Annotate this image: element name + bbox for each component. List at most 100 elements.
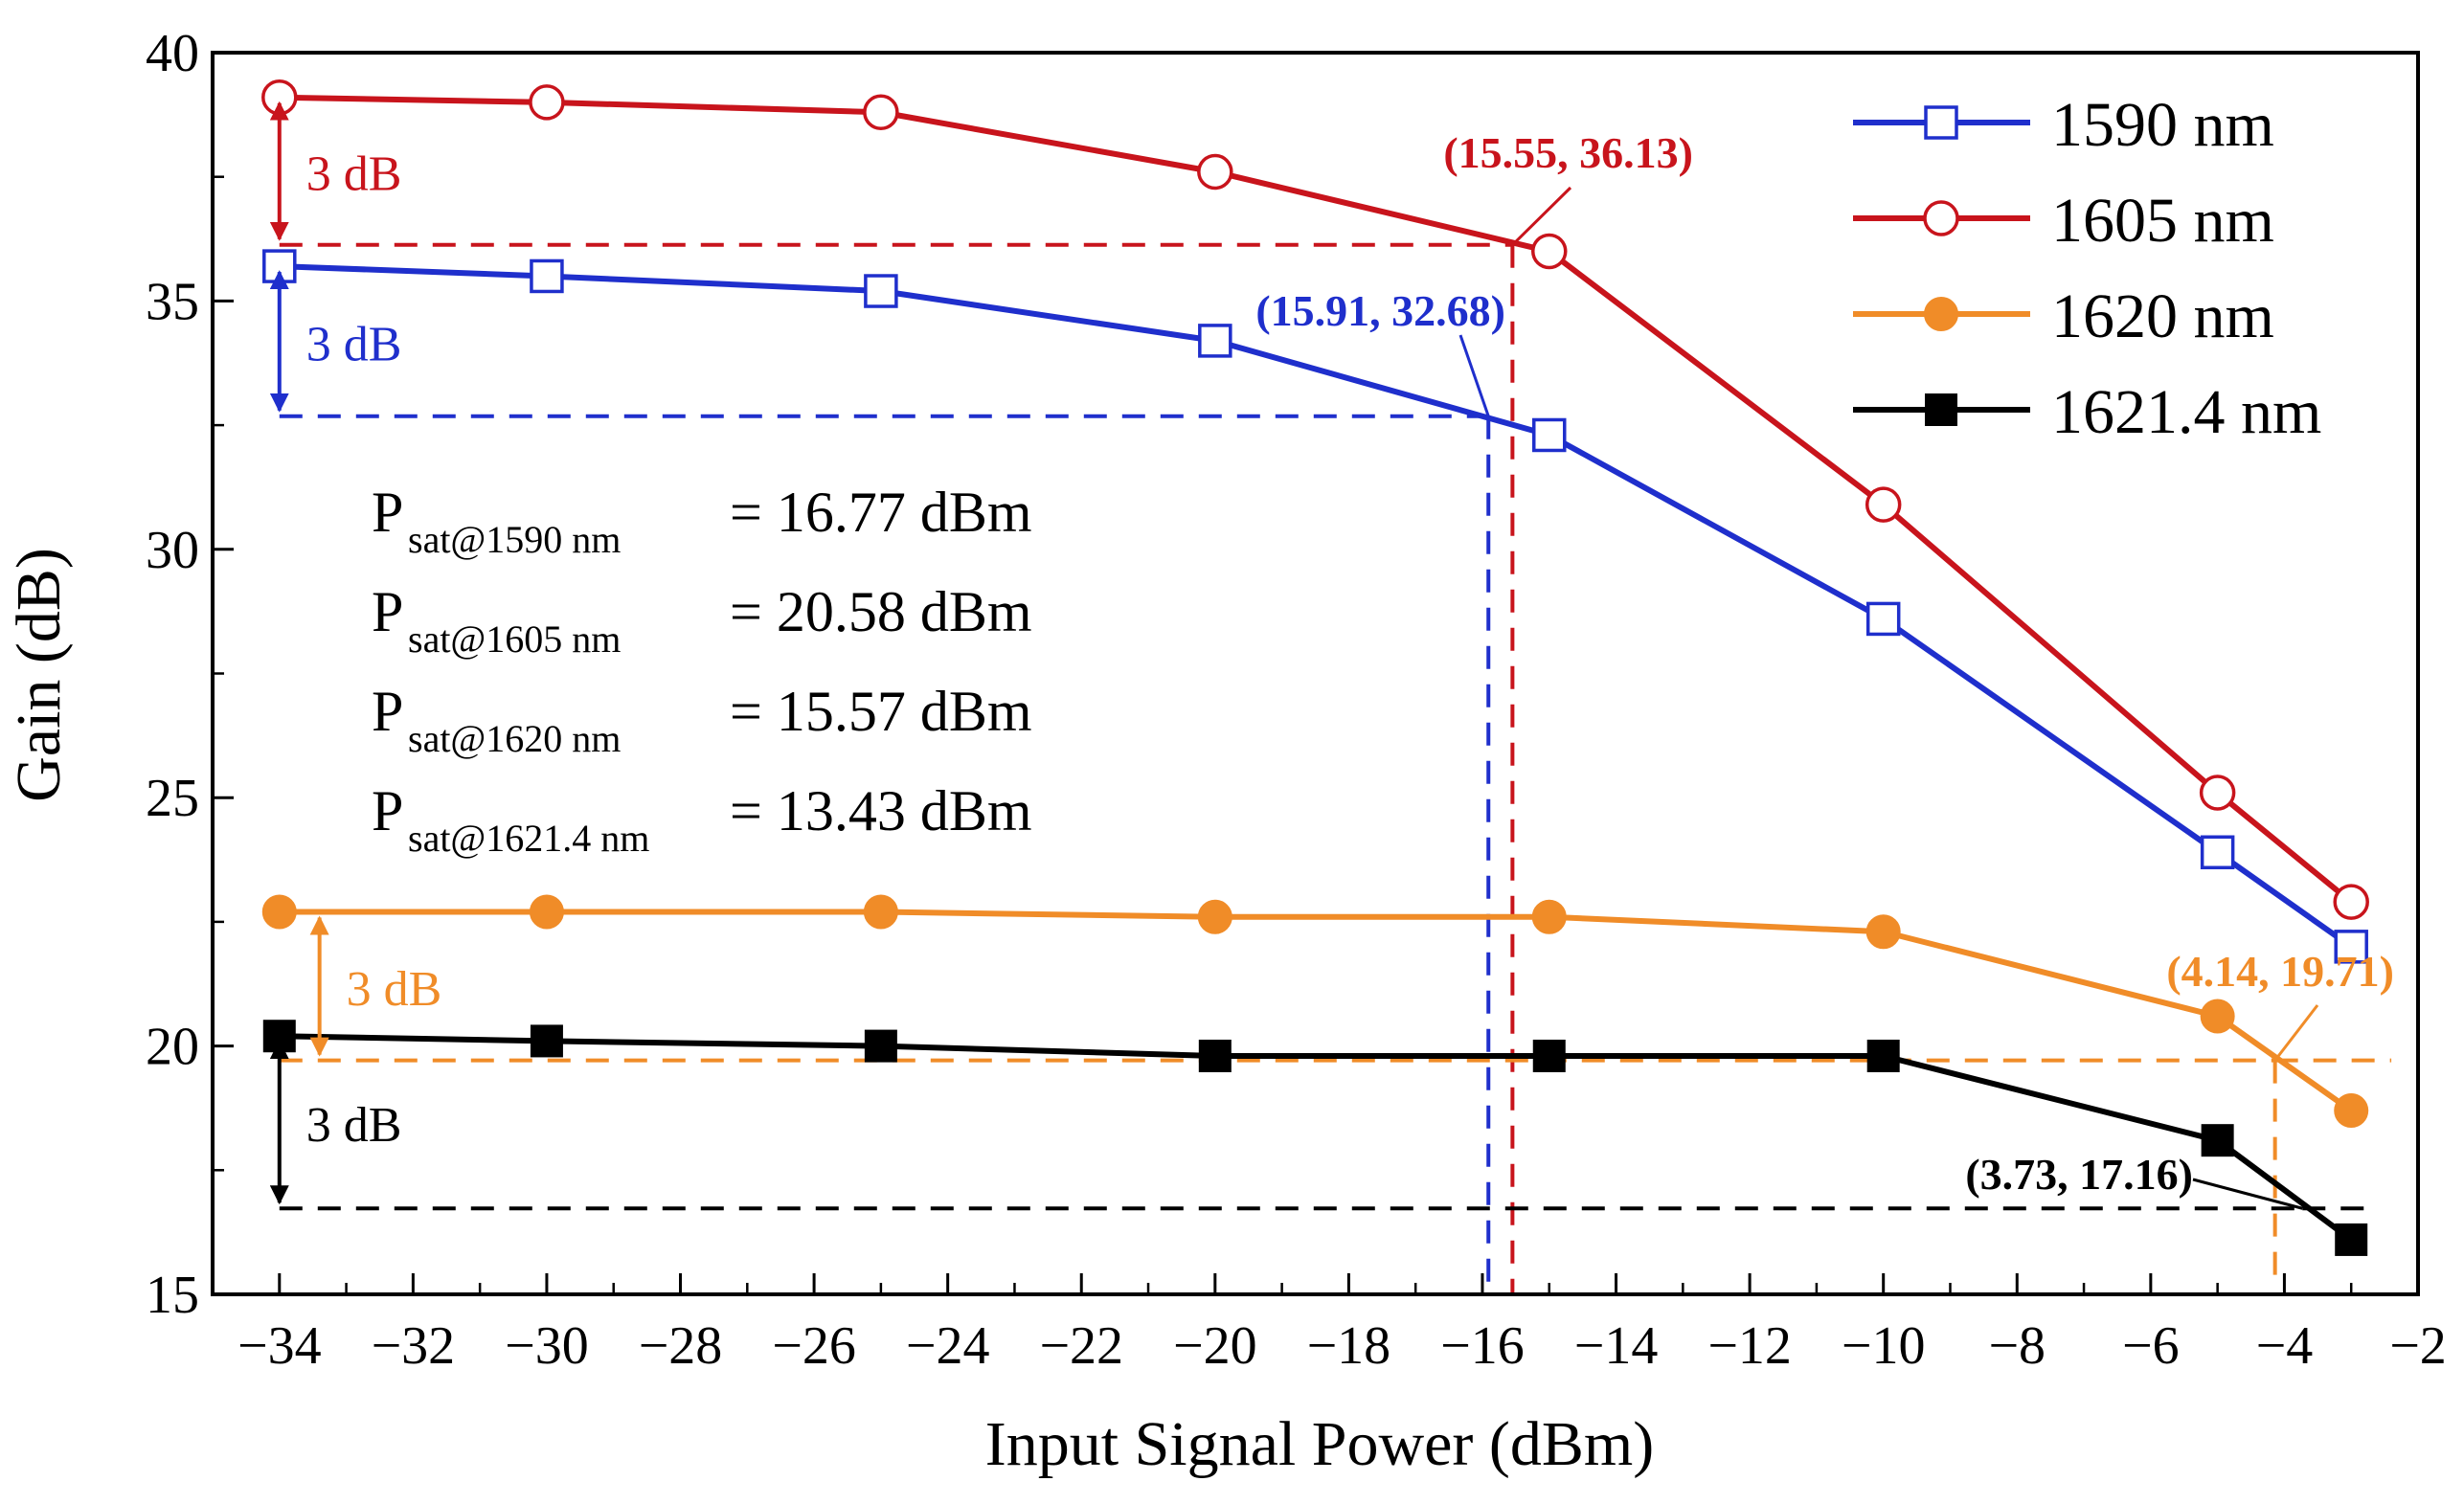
- data-point: [2334, 930, 2368, 964]
- data-point: [1197, 899, 1232, 934]
- gain-drop-label: 3 dB: [347, 962, 442, 1017]
- point-annotations: (15.55, 36.13) (15.91, 32.68) (4.14, 19.71…: [1255, 128, 2394, 1210]
- series-line: [279, 263, 2353, 950]
- psat-symbol: P: [372, 779, 403, 842]
- x-tick-label: −8: [1988, 1316, 2046, 1376]
- data-point: [1531, 233, 1568, 270]
- x-tick-label: −30: [505, 1316, 589, 1376]
- data-point: [1532, 1039, 1566, 1072]
- y-tick-label: 35: [146, 272, 199, 331]
- point-annotation: (15.55, 36.13): [1443, 128, 1693, 177]
- legend: 1590 nm 1605 nm 1620 nm 1621.4 nm: [1853, 90, 2321, 447]
- data-point: [1865, 486, 1902, 523]
- reference-lines: [279, 242, 2392, 1294]
- data-point: [2334, 1093, 2369, 1129]
- x-tick-label: −4: [2256, 1316, 2314, 1376]
- data-series: [261, 79, 2369, 1256]
- data-point: [1531, 899, 1567, 934]
- psat-value: = 20.58 dBm: [730, 580, 1032, 643]
- data-point: [1865, 601, 1901, 637]
- annotation-leader: [2273, 1004, 2319, 1062]
- gain-drop-label: 3 dB: [306, 147, 402, 202]
- x-tick-label: −26: [772, 1316, 856, 1376]
- data-point: [2200, 835, 2235, 870]
- data-point: [2200, 999, 2235, 1034]
- legend-marker: [1924, 105, 1958, 140]
- annotation-leader: [1458, 334, 1490, 417]
- data-point: [1532, 417, 1567, 453]
- data-point: [2333, 884, 2369, 920]
- x-tick-label: −22: [1039, 1316, 1123, 1376]
- gain-drop-label: 3 dB: [306, 317, 402, 371]
- data-point: [530, 258, 564, 294]
- x-tick-label: −2: [2389, 1316, 2447, 1376]
- legend-marker: [1924, 297, 1958, 331]
- legend-marker: [1923, 200, 1959, 236]
- legend-label: 1590 nm: [2051, 90, 2274, 160]
- psat-symbol: P: [372, 580, 403, 643]
- y-tick-label: 30: [146, 521, 199, 580]
- psat-subscript: sat@1590 nm: [408, 518, 621, 561]
- legend-marker: [1925, 393, 1957, 426]
- x-tick-label: −28: [639, 1316, 723, 1376]
- x-tick-label: −16: [1440, 1316, 1525, 1376]
- psat-subscript: sat@1605 nm: [408, 617, 621, 661]
- psat-symbol: P: [372, 481, 403, 544]
- gain-drop-arrows: 3 dB 3 dB 3 dB 3 dB: [269, 101, 442, 1205]
- point-annotation: (4.14, 19.71): [2166, 947, 2394, 996]
- series-line: [279, 94, 2354, 905]
- legend-label: 1620 nm: [2051, 281, 2274, 351]
- data-point: [529, 84, 565, 121]
- psat-value: = 15.57 dBm: [730, 680, 1032, 743]
- x-tick-label: −24: [906, 1316, 990, 1376]
- data-point: [529, 894, 564, 930]
- data-point: [863, 894, 898, 930]
- data-point: [262, 1020, 296, 1053]
- y-tick-label: 15: [146, 1266, 199, 1325]
- psat-symbol: P: [372, 680, 403, 743]
- data-point: [2199, 774, 2236, 811]
- data-point: [1198, 324, 1232, 358]
- annotation-leader: [2192, 1178, 2303, 1210]
- legend-label: 1605 nm: [2051, 186, 2274, 256]
- data-point: [864, 1029, 897, 1063]
- annotation-leader: [1511, 186, 1572, 246]
- axes: −34 −32 −30 −28 −26 −24 −22 −20 −18 −16 −14 −12 −10 −…: [146, 24, 2447, 1376]
- x-tick-label: −10: [1842, 1316, 1926, 1376]
- point-annotation: (3.73, 17.16): [1965, 1150, 2193, 1199]
- y-tick-label: 40: [146, 24, 199, 83]
- data-point: [864, 274, 898, 308]
- y-axis-label: Gain (dB): [4, 548, 74, 802]
- series-line: [279, 1033, 2354, 1243]
- x-tick-label: −14: [1574, 1316, 1659, 1376]
- x-axis-label: Input Signal Power (dBm): [985, 1409, 1654, 1479]
- data-point: [1197, 153, 1233, 191]
- y-tick-label: 25: [146, 769, 199, 828]
- data-point: [1866, 1039, 1900, 1072]
- data-point: [1198, 1039, 1232, 1072]
- x-tick-label: −34: [237, 1316, 322, 1376]
- x-tick-label: −20: [1173, 1316, 1257, 1376]
- x-tick-label: −18: [1307, 1316, 1391, 1376]
- point-annotation: (15.91, 32.68): [1255, 286, 1505, 335]
- y-tick-label: 20: [146, 1018, 199, 1077]
- series-line: [279, 909, 2353, 1113]
- psat-value: = 16.77 dBm: [730, 481, 1032, 544]
- data-point: [1865, 914, 1901, 950]
- gain-drop-label: 3 dB: [306, 1098, 402, 1153]
- x-tick-label: −32: [372, 1316, 456, 1376]
- x-tick-label: −6: [2122, 1316, 2180, 1376]
- legend-label: 1621.4 nm: [2051, 377, 2321, 447]
- data-point: [2335, 1223, 2368, 1256]
- x-tick-label: −12: [1707, 1316, 1792, 1376]
- data-point: [2201, 1124, 2234, 1157]
- psat-value: = 13.43 dBm: [730, 779, 1032, 842]
- psat-subscript: sat@1620 nm: [408, 717, 621, 760]
- data-point: [261, 894, 297, 930]
- data-point: [863, 94, 899, 131]
- data-point: [530, 1024, 563, 1058]
- psat-subscript: sat@1621.4 nm: [408, 817, 649, 860]
